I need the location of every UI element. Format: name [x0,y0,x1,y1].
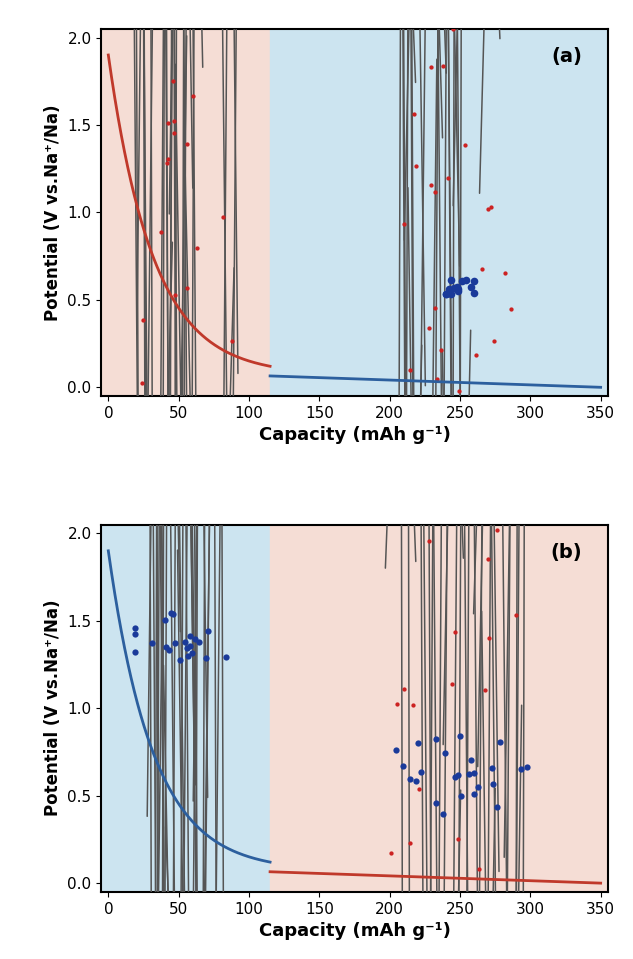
X-axis label: Capacity (mAh g⁻¹): Capacity (mAh g⁻¹) [258,427,451,444]
Bar [101,29,270,396]
Bar [270,525,608,892]
Y-axis label: Potential (V vs.Na⁺/Na): Potential (V vs.Na⁺/Na) [44,600,62,816]
Text: (b): (b) [551,543,582,562]
Bar [101,525,270,892]
Y-axis label: Potential (V vs.Na⁺/Na): Potential (V vs.Na⁺/Na) [44,105,62,320]
Text: (a): (a) [551,47,582,66]
Bar [270,29,608,396]
X-axis label: Capacity (mAh g⁻¹): Capacity (mAh g⁻¹) [258,923,451,940]
